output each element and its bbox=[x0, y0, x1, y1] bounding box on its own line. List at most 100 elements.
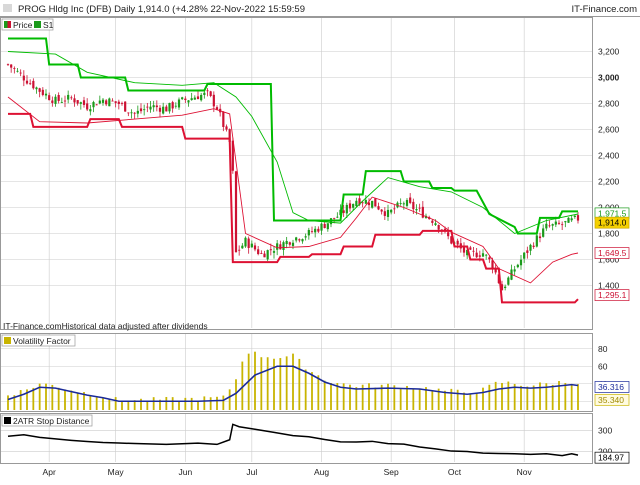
volatility-bar bbox=[469, 394, 472, 410]
volatility-bar bbox=[577, 384, 579, 410]
volatility-panel bbox=[0, 333, 593, 412]
candle-body bbox=[557, 222, 561, 224]
candle-body bbox=[253, 245, 257, 250]
volatility-bar bbox=[336, 382, 339, 410]
candle-body bbox=[326, 223, 329, 230]
candle-body bbox=[570, 218, 573, 221]
candle-body bbox=[507, 277, 510, 285]
stop-upper-line bbox=[8, 37, 578, 235]
candle-body bbox=[279, 244, 282, 250]
volatility-bar bbox=[532, 385, 535, 410]
candle-body bbox=[247, 238, 250, 248]
candle-body bbox=[139, 108, 143, 112]
candle-body bbox=[6, 64, 10, 65]
candle-body bbox=[133, 112, 136, 114]
stop-lower-line bbox=[8, 112, 579, 304]
volatility-bar bbox=[51, 384, 54, 410]
candle-body bbox=[320, 223, 323, 231]
candle-body bbox=[367, 202, 371, 206]
candle-body bbox=[342, 210, 345, 213]
volatility-bar bbox=[70, 390, 73, 410]
candle-body bbox=[187, 100, 190, 103]
candle-body bbox=[215, 107, 219, 110]
candle-body bbox=[418, 207, 421, 209]
candle-body bbox=[98, 100, 101, 104]
candle-body bbox=[516, 264, 519, 268]
candle-body bbox=[209, 91, 212, 96]
candle-body bbox=[412, 201, 415, 210]
candle-body bbox=[285, 240, 288, 245]
y-tick-label: 2,400 bbox=[598, 151, 620, 161]
candle-body bbox=[158, 107, 162, 112]
candle-body bbox=[481, 253, 485, 257]
volatility-bar bbox=[494, 381, 497, 410]
y-tick-label: 2,600 bbox=[598, 125, 620, 135]
candle-body bbox=[409, 197, 412, 203]
volatility-bar bbox=[7, 395, 9, 410]
candle-body bbox=[95, 104, 98, 106]
candle-body bbox=[269, 249, 272, 251]
candle-body bbox=[272, 251, 276, 253]
candle-body bbox=[554, 221, 557, 225]
candle-body bbox=[13, 68, 16, 69]
volatility-bar bbox=[292, 353, 294, 410]
candle-body bbox=[374, 198, 377, 207]
candle-body bbox=[519, 259, 523, 266]
candle-body bbox=[257, 249, 260, 255]
candle-body bbox=[456, 240, 459, 245]
candle-body bbox=[469, 247, 472, 250]
candle-body bbox=[165, 106, 168, 112]
volatility-bar bbox=[304, 369, 307, 410]
candle-body bbox=[415, 209, 418, 211]
volatility-bar bbox=[254, 351, 256, 410]
candle-body bbox=[443, 228, 447, 231]
chart-title: PROG Hldg Inc (DFB) Daily 1,914.0 (+4.28… bbox=[18, 4, 305, 15]
candle-body bbox=[402, 203, 405, 205]
candle-body bbox=[263, 253, 266, 258]
volatility-bar bbox=[279, 358, 282, 410]
candle-body bbox=[564, 221, 567, 223]
candle-body bbox=[478, 255, 481, 257]
x-tick-label: Jun bbox=[178, 467, 192, 477]
volatility-bar bbox=[570, 385, 573, 410]
candle-body bbox=[545, 223, 548, 229]
volatility-bar bbox=[437, 388, 440, 410]
candle-body bbox=[304, 236, 307, 238]
volatility-bar bbox=[539, 382, 541, 410]
candle-body bbox=[576, 215, 580, 221]
candle-body bbox=[228, 129, 231, 142]
volatility-bar bbox=[89, 395, 92, 410]
window-icon bbox=[3, 4, 12, 12]
candle-body bbox=[168, 102, 171, 112]
volatility-bar bbox=[456, 389, 459, 410]
thin-red-value-box bbox=[594, 247, 630, 259]
candle-body bbox=[105, 100, 108, 105]
candle-body bbox=[124, 101, 127, 112]
volatility-bar bbox=[501, 382, 503, 410]
s1-legend-swatch bbox=[34, 21, 41, 28]
candle-body bbox=[529, 244, 532, 251]
volatility-bar bbox=[38, 383, 41, 410]
candle-body bbox=[466, 249, 469, 256]
volatility-bar bbox=[425, 387, 427, 410]
candle-body bbox=[250, 243, 253, 248]
candle-body bbox=[345, 204, 348, 214]
thin-green-line bbox=[7, 51, 579, 235]
candle-body bbox=[16, 70, 19, 72]
candle-body bbox=[371, 200, 374, 208]
volatility-bar bbox=[171, 397, 174, 410]
candle-body bbox=[143, 109, 146, 111]
candle-body bbox=[44, 93, 48, 96]
candle-body bbox=[212, 94, 215, 107]
candle-body bbox=[434, 223, 437, 225]
vol-value-box bbox=[594, 381, 630, 393]
volatility-bar bbox=[159, 399, 161, 410]
vol-legend-swatch bbox=[4, 337, 11, 344]
volatility-bar bbox=[311, 372, 313, 410]
candle-body bbox=[238, 249, 241, 251]
candle-body bbox=[174, 105, 177, 107]
volatility-bar bbox=[482, 387, 484, 410]
atr-y-tick-label: 200 bbox=[598, 447, 612, 457]
volatility-bar bbox=[235, 379, 237, 410]
atr-legend-label: 2ATR Stop Distance bbox=[13, 416, 90, 426]
